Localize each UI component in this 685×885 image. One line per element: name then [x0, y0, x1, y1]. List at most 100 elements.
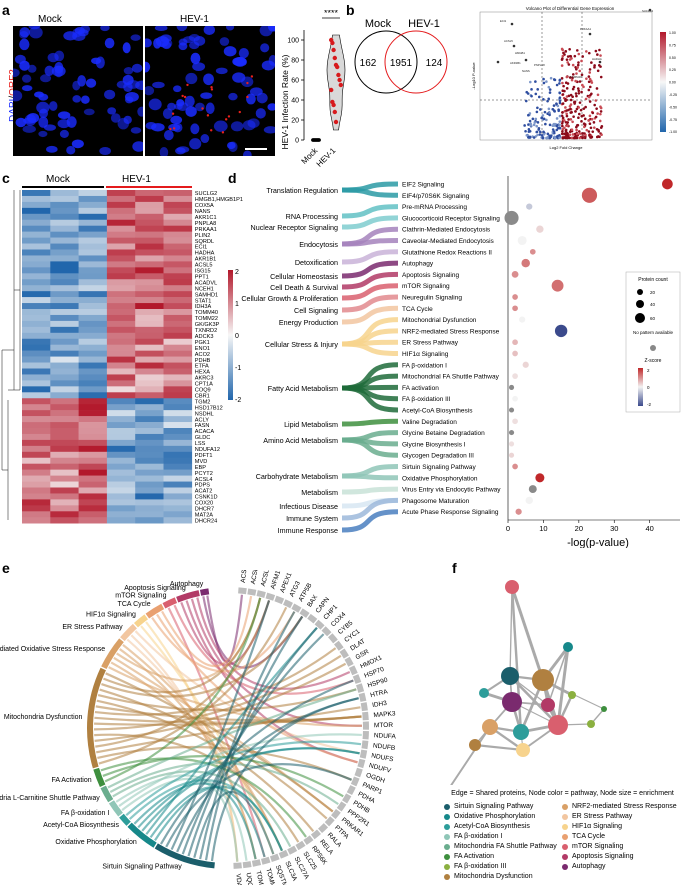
chord-gene-arc: [314, 619, 325, 630]
heatmap-row-label: MAT2A: [195, 512, 214, 518]
significance-stars: ****: [324, 10, 339, 18]
d-bubble: [512, 373, 518, 379]
d-bubble: [551, 279, 564, 292]
heatmap-cell: [50, 475, 79, 482]
volcano-point: [530, 88, 533, 91]
heatmap-cell: [78, 362, 108, 369]
d-category-label: Immune System: [286, 514, 338, 523]
heatmap-cell: [50, 350, 79, 357]
d-bubble: [526, 203, 533, 210]
volcano-gene-label: AKR1B1: [510, 61, 521, 65]
nucleus: [263, 126, 275, 134]
d-category-label: Immune Response: [278, 526, 338, 535]
d-pathway-label: TCA Cycle: [402, 306, 433, 313]
chord-pathway-arc: [162, 597, 178, 609]
heatmap-cell: [78, 380, 108, 387]
orf2-signal: [224, 118, 228, 121]
heatmap-cell: [135, 386, 164, 393]
heatmap-cell: [78, 457, 108, 464]
nucleus: [71, 139, 84, 149]
heatmap-cell: [106, 422, 136, 429]
nucleus: [232, 57, 247, 67]
heatmap-cell: [106, 475, 136, 482]
heatmap-cell: [106, 499, 136, 506]
volcano-point: [588, 68, 592, 71]
network-legend-item: NRF2-mediated Stress Response: [562, 803, 677, 810]
d-bubble: [521, 258, 530, 268]
heatmap-cell: [163, 267, 193, 274]
volcano-point: [579, 108, 583, 112]
nucleus: [27, 64, 37, 73]
volcano-point: [549, 76, 553, 80]
heatmap-cell: [50, 511, 79, 518]
nucleus: [167, 102, 176, 111]
heatmap-cell: [22, 392, 51, 399]
hev-point: [333, 119, 339, 125]
d-category-label: Lipid Metabolism: [284, 420, 338, 429]
volcano-point: [555, 102, 558, 105]
volcano-point: [561, 124, 564, 128]
nucleus: [80, 95, 90, 104]
volcano-point: [587, 119, 591, 122]
heatmap-cell: [22, 457, 51, 464]
heatmap-cell: [50, 267, 79, 274]
network-legend-label: TCA Cycle: [572, 833, 606, 840]
heatmap-row-label: AKR1B1: [195, 257, 216, 263]
heatmap-row-label: PCYT2: [195, 471, 213, 477]
chord-gene-arc: [318, 823, 329, 834]
heatmap-cell: [135, 190, 164, 197]
heatmap-colorbar-tick: 2: [235, 269, 239, 276]
heatmap-cell: [135, 410, 164, 417]
heatmap-cell: [163, 243, 193, 250]
d-category-label: Detoxification: [295, 258, 338, 267]
chord-ribbon: [100, 757, 307, 838]
nucleus: [126, 80, 140, 89]
violin-ytick-label: 20: [291, 118, 299, 125]
d-legend-z-bar: [638, 368, 643, 406]
volcano-point: [561, 111, 564, 114]
nucleus: [268, 55, 275, 66]
heatmap-cell: [50, 261, 79, 268]
hev-image-title: HEV-1: [180, 14, 209, 25]
network-node: [505, 580, 519, 594]
heatmap-cell: [50, 422, 79, 429]
d-bubble: [512, 418, 518, 425]
heatmap-cell: [135, 356, 164, 363]
nucleus: [243, 150, 252, 156]
heatmap-cell: [50, 433, 79, 441]
volcano-point: [541, 114, 545, 117]
network-legend-label: Autophagy: [572, 863, 606, 870]
heatmap-cell: [50, 207, 79, 215]
volcano-point: [542, 117, 546, 121]
heatmap-cell: [135, 201, 164, 209]
heatmap-cell: [106, 511, 136, 518]
volcano-outlier: [588, 32, 592, 36]
volcano-point: [556, 104, 560, 108]
nucleus: [232, 72, 246, 83]
volcano-point: [527, 113, 530, 117]
heatmap-cell: [22, 362, 51, 369]
heatmap-cell: [135, 374, 164, 381]
volcano-point: [558, 114, 562, 118]
heatmap-cell: [163, 392, 193, 399]
nucleus: [131, 63, 143, 73]
network-legend-item: ER Stress Pathway: [562, 813, 632, 820]
heatmap-row-label: ETFA: [195, 364, 209, 370]
venn-mid-count: 1951: [390, 58, 413, 69]
volcano-point: [530, 94, 533, 98]
volcano-point: [584, 97, 588, 101]
nucleus: [38, 130, 48, 138]
heatmap-cell: [135, 422, 164, 429]
network-legend-label: Apoptosis Signaling: [572, 853, 634, 860]
volcano-point: [546, 132, 550, 136]
heatmap-cell: [50, 303, 79, 310]
heatmap-cell: [163, 493, 193, 500]
d-flow: [341, 249, 399, 265]
volcano-point: [577, 130, 581, 133]
network-legend-label: ER Stress Pathway: [572, 813, 633, 820]
volcano-point: [569, 93, 573, 97]
heatmap-cell: [106, 505, 136, 512]
volcano-point: [598, 119, 602, 123]
chord-ribbon: [173, 604, 354, 695]
nucleus: [59, 129, 69, 138]
